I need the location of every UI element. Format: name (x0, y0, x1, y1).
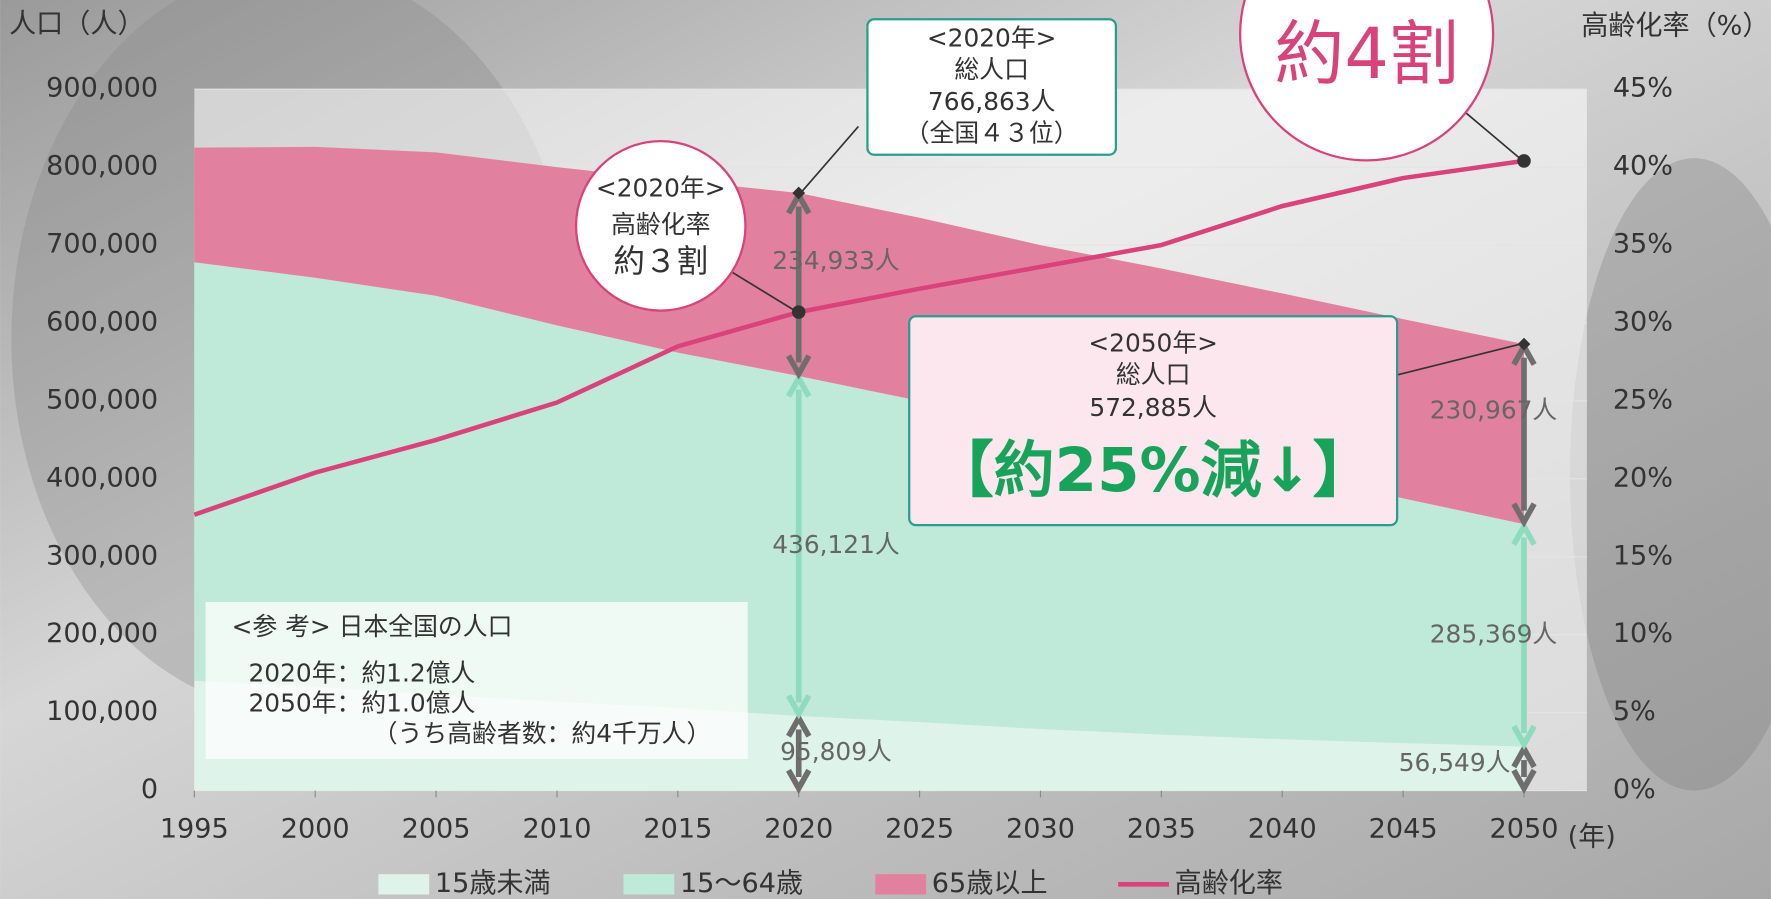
legend-swatch (378, 874, 430, 895)
arrow-head (1511, 724, 1537, 751)
connector (722, 265, 799, 314)
reference-text: <参 考> 日本全国の人口 (232, 612, 513, 641)
reference-box (205, 601, 748, 759)
y-tick-label: 100,000 (46, 696, 158, 727)
x-tick-label: 2000 (281, 814, 350, 845)
arrow-head (786, 768, 812, 795)
data-label: 230,967人 (1430, 396, 1558, 425)
total-marker (792, 186, 806, 200)
arrow-head (786, 694, 812, 720)
y-tick-label: 400,000 (46, 462, 158, 493)
arrow-head (786, 354, 812, 380)
reference-text: （うち高齢者数：約4千万人） (373, 719, 712, 748)
y-tick-label: 700,000 (46, 229, 158, 260)
y-tick-label: 800,000 (46, 151, 158, 182)
annotation-circle (1239, 0, 1495, 162)
data-label: 95,809人 (780, 737, 892, 766)
y2-tick-label: 30% (1613, 307, 1673, 338)
y-tick-label: 600,000 (46, 307, 158, 338)
y2-tick-label: 45% (1613, 73, 1673, 104)
annotation-text: <2020年> (927, 24, 1057, 53)
x-tick-label: 2025 (885, 814, 954, 845)
annotation-text: <2050年> (1088, 328, 1218, 357)
arrow-head (1511, 768, 1537, 795)
y2-tick-label: 40% (1613, 151, 1673, 182)
data-label: 234,933人 (772, 246, 899, 275)
legend-label: 15〜64歳 (680, 868, 803, 899)
background-shape (1569, 158, 1771, 791)
x-tick-label: 2045 (1369, 814, 1438, 845)
annotation-text: 総人口 (1116, 360, 1191, 389)
annotation-highlight: 【約25%減↓】 (933, 435, 1374, 506)
x-tick-label: 1995 (160, 814, 229, 845)
data-label: 285,369人 (1430, 619, 1558, 648)
x-unit-label: (年) (1568, 822, 1616, 853)
x-tick-label: 2015 (643, 814, 712, 845)
legend-label: 高齢化率 (1175, 868, 1283, 899)
annotation-text: （全国４３位） (905, 118, 1079, 147)
annotations: <2020年> 総人口 766,863人 （全国４３位） <2020年> 高齢化… (205, 0, 1525, 759)
annotation-text: 高齢化率 (611, 210, 710, 239)
y-tick-label: 900,000 (46, 73, 158, 104)
reference-text: 2020年：約1.2億人 (249, 658, 476, 687)
legend-swatch (875, 874, 927, 895)
annotation-text: 総人口 (954, 55, 1029, 84)
x-tick-label: 2010 (522, 814, 591, 845)
reference-text: 2050年：約1.0億人 (249, 689, 476, 718)
annotation-box (866, 18, 1118, 156)
data-label: 56,549人 (1399, 748, 1511, 777)
connector (797, 125, 860, 196)
y-tick-label: 300,000 (46, 540, 158, 571)
annotation-text: 約4割 (1274, 13, 1459, 95)
x-tick-label: 2035 (1127, 814, 1196, 845)
connector (1465, 112, 1525, 163)
x-tick-label: 2005 (402, 814, 471, 845)
legend-swatch (623, 874, 675, 895)
legend-label: 65歳以上 (932, 868, 1048, 899)
y-tick-label: 0 (141, 774, 158, 805)
y2-axis-label: 高齢化率（%） (1581, 11, 1769, 42)
annotation-text: 572,885人 (1089, 393, 1217, 422)
annotation-box (908, 315, 1399, 527)
y-tick-label: 200,000 (46, 618, 158, 649)
y2-tick-label: 10% (1613, 618, 1673, 649)
y2-tick-label: 0% (1613, 774, 1656, 805)
y2-tick-label: 15% (1613, 540, 1673, 571)
y-tick-label: 500,000 (46, 384, 158, 415)
y-axis-label: 人口（人） (9, 8, 144, 39)
y2-tick-label: 5% (1613, 696, 1656, 727)
x-tick-label: 2020 (764, 814, 833, 845)
data-label: 436,121人 (772, 530, 899, 559)
y2-tick-label: 20% (1613, 462, 1673, 493)
legend-label: 15歳未満 (435, 868, 551, 899)
y2-tick-label: 25% (1613, 384, 1673, 415)
x-tick-label: 2040 (1248, 814, 1317, 845)
y2-tick-label: 35% (1613, 229, 1673, 260)
annotation-text: 約３割 (613, 244, 708, 280)
annotation-text: <2020年> (596, 174, 726, 203)
annotation-text: 766,863人 (928, 87, 1056, 116)
x-tick-label: 2030 (1006, 814, 1075, 845)
annotation-circle (574, 140, 747, 312)
arrow-head (1511, 502, 1537, 528)
connector (1396, 342, 1524, 376)
x-tick-label: 2050 (1490, 814, 1559, 845)
line (193, 158, 1525, 517)
